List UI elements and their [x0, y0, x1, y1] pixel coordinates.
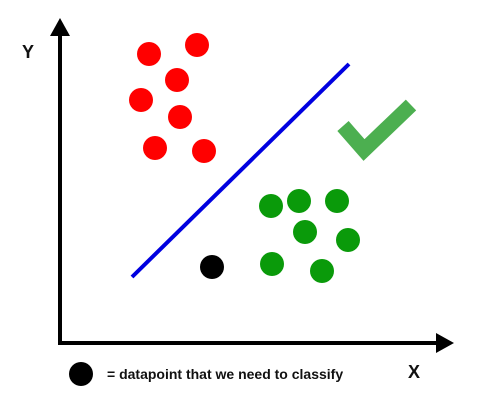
legend: = datapoint that we need to classify: [69, 362, 343, 386]
unknown-datapoint: [200, 255, 224, 279]
axes: Y X: [22, 18, 454, 382]
red-point: [192, 139, 216, 163]
green-point: [310, 259, 334, 283]
decision-boundary-line: [130, 62, 351, 279]
green-point: [287, 189, 311, 213]
legend-marker-icon: [69, 362, 93, 386]
red-point: [143, 136, 167, 160]
green-class-points: [259, 189, 360, 283]
red-point: [168, 105, 192, 129]
green-point: [336, 228, 360, 252]
legend-text: = datapoint that we need to classify: [107, 366, 343, 382]
red-point: [185, 33, 209, 57]
red-point: [137, 42, 161, 66]
green-point: [325, 189, 349, 213]
red-point: [129, 88, 153, 112]
check-mark-icon: [337, 99, 417, 161]
red-point: [165, 68, 189, 92]
y-axis-arrowhead: [50, 18, 70, 36]
x-axis-arrowhead: [436, 333, 454, 353]
y-axis-label: Y: [22, 42, 34, 62]
green-point: [259, 194, 283, 218]
red-class-points: [129, 33, 216, 163]
x-axis-label: X: [408, 362, 420, 382]
green-point: [260, 252, 284, 276]
green-point: [293, 220, 317, 244]
